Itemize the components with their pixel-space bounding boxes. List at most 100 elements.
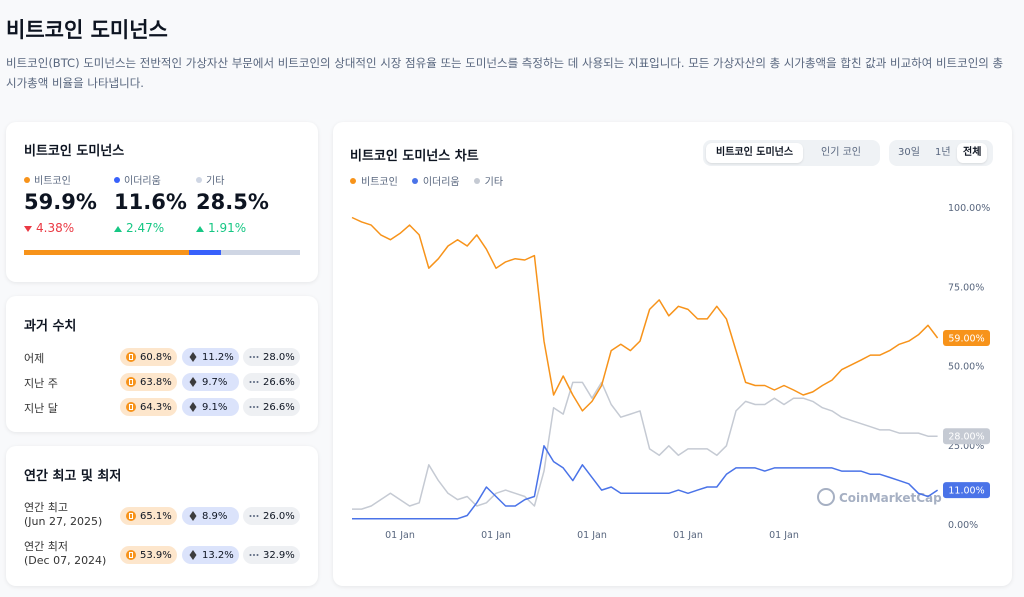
row-label: 지난 주 — [24, 377, 58, 390]
value-pill: 26.6% — [243, 373, 300, 391]
legend-name: 이더리움 — [124, 176, 161, 187]
legend-item: 기타 — [473, 173, 504, 188]
change-arrow — [114, 226, 122, 232]
legend-name: 기타 — [484, 177, 504, 188]
pill-value: 65.1% — [140, 510, 172, 522]
range-group: 30일 1년 전체 — [889, 140, 993, 166]
value-pill: 64.3% — [120, 398, 177, 416]
value-pill: 28.0% — [243, 348, 300, 366]
legend-name: 비트코인 — [34, 176, 71, 187]
pill-value: 11.2% — [202, 351, 234, 363]
pill-value: 26.6% — [263, 401, 295, 413]
dominance-value: 28.5% — [196, 190, 269, 214]
pill-value: 13.2% — [202, 549, 234, 561]
watermark: CoinMarketCap — [839, 491, 942, 505]
x-tick-label: 01 Jan — [673, 530, 703, 541]
legend-dot — [473, 177, 480, 184]
value-pill: 65.1% — [120, 507, 177, 525]
series-line — [352, 445, 939, 520]
legend-dot — [350, 177, 356, 184]
tab[interactable]: 비트코인 도미넌스 — [706, 143, 804, 163]
legend-dot — [114, 177, 120, 183]
chart-title: 비트코인 도미넌스 차트 — [350, 149, 479, 164]
history-card: 과거 수치 어제 60.8% 11.2% 28.0% 지난 주 63.8% 9.7% 26.6… — [6, 296, 318, 432]
row-label: 연간 최저 — [24, 540, 68, 553]
x-tick-label: 01 Jan — [481, 530, 511, 541]
change-value: 4.38% — [36, 221, 75, 235]
range[interactable]: 30일 — [898, 147, 920, 158]
arrow — [24, 226, 32, 232]
pill-value: 63.8% — [140, 376, 172, 388]
change-arrow — [24, 226, 32, 232]
pill-value: 26.6% — [263, 376, 295, 388]
value-pill: 26.6% — [243, 398, 300, 416]
card-title: 비트코인 도미넌스 — [24, 144, 125, 159]
y-tick-label: 50.00% — [948, 362, 984, 373]
value-pill: 53.9% — [120, 546, 177, 564]
legend: 비트코인 이더리움 기타 — [350, 173, 503, 188]
end-label: 11.00% — [948, 486, 984, 497]
card-title: 연간 최고 및 최저 — [24, 469, 122, 484]
dominance-value: 11.6% — [114, 190, 187, 214]
dominance-bar-segment — [189, 250, 222, 255]
end-label-box — [943, 428, 990, 445]
value-pill: 63.8% — [120, 373, 177, 391]
legend-name: 기타 — [206, 176, 225, 187]
legend-dot — [196, 177, 202, 183]
value-pill: 32.9% — [243, 546, 300, 564]
y-tick-label: 25.00% — [948, 441, 984, 452]
y-tick-label: 100.00% — [948, 203, 990, 214]
series-line — [352, 381, 938, 510]
pill-value: 28.0% — [263, 351, 295, 363]
y-tick-label: 0.00% — [948, 520, 978, 531]
pill-value: 32.9% — [263, 549, 295, 561]
change-value: 1.91% — [208, 221, 247, 235]
row-label: 어제 — [24, 352, 45, 365]
row-label: 연간 최고 — [24, 501, 68, 514]
yearly-card: 연간 최고 및 최저 연간 최고 (Jun 27, 2025) 65.1% 8.9% 2… — [6, 446, 318, 586]
value-pill: 11.2% — [182, 348, 239, 366]
value-pill: 13.2% — [182, 546, 239, 564]
pill-value: 60.8% — [140, 351, 172, 363]
value-pill: 9.1% — [182, 398, 239, 416]
legend-name: 비트코인 — [361, 177, 398, 188]
pill-value: 53.9% — [140, 549, 172, 561]
row-label: 지난 달 — [24, 402, 58, 415]
description: 비트코인(BTC) 도미넌스는 전반적인 가상자산 부문에서 비트코인의 상대적… — [6, 56, 1004, 90]
pill-value: 9.7% — [202, 376, 228, 388]
pill-value: 26.0% — [263, 510, 295, 522]
chart-card: 비트코인 도미넌스 차트 비트코인 도미넌스 인기 코인 30일 1년 전체 비트코인… — [333, 122, 1012, 586]
dominance-bar-segment — [221, 250, 300, 255]
legend-item: 이더리움 — [411, 173, 460, 188]
legend-name: 이더리움 — [422, 177, 460, 188]
value-pill: 60.8% — [120, 348, 177, 366]
x-tick-label: 01 Jan — [769, 530, 799, 541]
x-tick-label: 01 Jan — [385, 530, 415, 541]
chart: 0.00% 25.00% 50.00% 75.00% 100.00% 01 Jan 01 J… — [351, 203, 990, 541]
tab[interactable]: 인기 코인 — [821, 147, 861, 158]
end-label-box — [943, 482, 990, 499]
dominance-bar-segment — [24, 250, 190, 255]
row-date: (Jun 27, 2025) — [24, 515, 103, 528]
end-label: 28.00% — [948, 432, 984, 443]
value-pill: 26.0% — [243, 507, 300, 525]
row-date: (Dec 07, 2024) — [24, 554, 107, 567]
dominance-value: 59.9% — [24, 190, 97, 214]
pill-value: 64.3% — [140, 401, 172, 413]
range[interactable]: 1년 — [935, 147, 951, 158]
legend-dot — [411, 177, 418, 184]
page-title: 비트코인 도미넌스 — [6, 18, 168, 42]
arrow — [196, 226, 204, 232]
y-tick-label: 75.00% — [948, 282, 984, 293]
legend-item: 비트코인 — [350, 173, 398, 188]
watermark-logo — [817, 488, 835, 506]
end-label-box — [943, 329, 990, 346]
tab-group: 비트코인 도미넌스 인기 코인 — [703, 140, 880, 166]
arrow — [114, 226, 122, 232]
legend-dot — [24, 177, 30, 183]
end-label: 59.00% — [948, 333, 984, 344]
card-title: 과거 수치 — [24, 319, 77, 334]
range[interactable]: 전체 — [957, 143, 988, 163]
x-tick-label: 01 Jan — [577, 530, 607, 541]
